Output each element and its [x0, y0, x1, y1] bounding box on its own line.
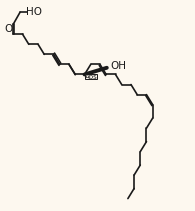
- Text: Abs: Abs: [85, 74, 98, 80]
- Text: HO: HO: [26, 7, 42, 17]
- Text: OH: OH: [110, 61, 126, 71]
- Bar: [85, 74, 97, 79]
- Text: O: O: [4, 24, 12, 34]
